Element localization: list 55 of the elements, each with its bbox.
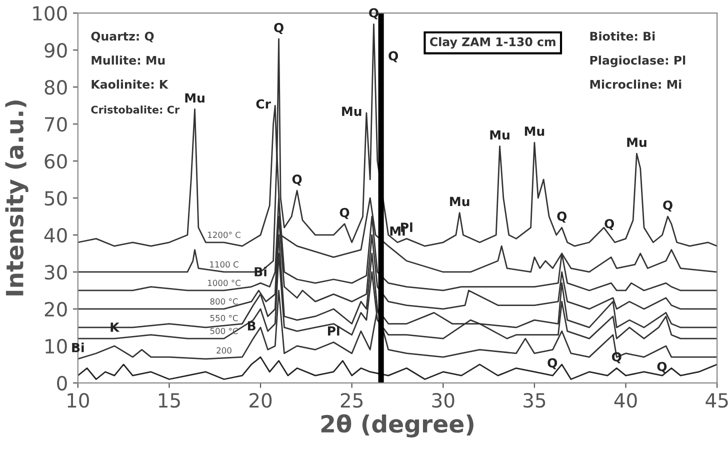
annotation: Quartz: Q xyxy=(91,32,154,42)
annotation: Mu xyxy=(342,106,362,116)
annotation: Microcline: Mi xyxy=(590,80,682,89)
annotation: Q xyxy=(340,208,350,219)
x-axis-title: 2θ (degree) xyxy=(321,414,474,438)
series-label: 800 °C xyxy=(210,298,238,305)
annotation: Bi xyxy=(72,342,84,352)
annotation: Mu xyxy=(450,196,470,206)
annotation: Mu xyxy=(185,93,204,103)
x-tick-label: 35 xyxy=(524,393,546,408)
y-tick-label: 90 xyxy=(44,42,67,58)
annotation: Kaolinite: K xyxy=(92,80,168,89)
series-label: 200 xyxy=(216,347,232,354)
series-label: 550 °C xyxy=(210,314,238,322)
x-tick-label: 25 xyxy=(340,393,363,408)
x-tick-label: 15 xyxy=(158,393,180,408)
x-tick-label: 40 xyxy=(614,393,637,408)
annotation: Cristobalite: Cr xyxy=(91,106,180,114)
x-tick-label: 20 xyxy=(250,393,272,408)
y-tick-label: 60 xyxy=(44,154,67,169)
annotation: Q xyxy=(604,218,614,230)
y-tick-label: 0 xyxy=(57,376,67,391)
annotation: Biotite: Bi xyxy=(590,32,655,41)
y-tick-label: 20 xyxy=(44,302,67,317)
annotation: Q xyxy=(369,8,378,20)
y-tick-label: 80 xyxy=(44,80,67,95)
annotation: Mu xyxy=(524,126,544,136)
y-tick-label: 100 xyxy=(33,6,67,21)
x-tick-label: 45 xyxy=(706,393,728,408)
annotation: Q xyxy=(548,358,558,370)
annotation: Mu xyxy=(490,130,510,140)
annotation: Q xyxy=(663,200,672,212)
series-label: 1200° C xyxy=(208,232,240,238)
series-label: 1000 °C xyxy=(208,280,240,286)
y-tick-label: 10 xyxy=(46,338,67,354)
y-tick-label: 40 xyxy=(44,228,67,243)
annotation: Q xyxy=(657,362,667,373)
annotation: Mu xyxy=(627,138,646,148)
annotation: Cr xyxy=(256,99,271,109)
y-tick-label: 30 xyxy=(44,264,67,280)
annotation: Plagioclase: Pl xyxy=(590,56,686,68)
annotation: B xyxy=(248,321,256,330)
series-label: 1100 C xyxy=(210,261,238,268)
annotation: Q xyxy=(274,22,284,34)
y-axis-title: Intensity (a.u.) xyxy=(5,100,28,296)
annotation: Mullite: Mu xyxy=(92,56,165,65)
annotation: Q xyxy=(557,212,567,223)
x-tick-label: 30 xyxy=(432,393,454,408)
x-tick-label: 10 xyxy=(68,393,89,408)
y-tick-label: 70 xyxy=(45,116,67,132)
annotation: Pl xyxy=(328,326,340,336)
annotation: Q xyxy=(388,51,398,62)
y-tick-label: 50 xyxy=(44,190,67,206)
annotation: Q xyxy=(292,174,302,186)
annotation: Clay ZAM 1-130 cm xyxy=(430,37,556,49)
